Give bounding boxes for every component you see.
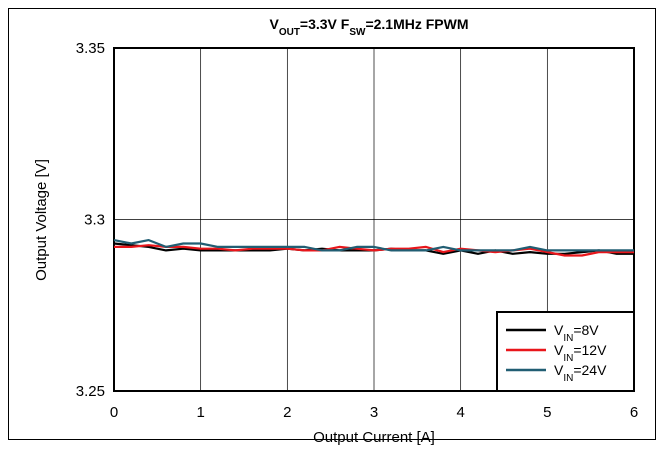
legend-label-sub: IN: [563, 333, 573, 344]
legend-label-1: VIN=12V: [554, 342, 607, 364]
y-tick-label: 3.25: [76, 383, 105, 400]
legend-label-2: VIN=24V: [554, 362, 607, 384]
x-tick-label: 0: [110, 404, 118, 421]
title-part: =2.1MHz FPWM: [365, 16, 468, 32]
series-line-2: [113, 239, 634, 252]
legend-label-sub: IN: [563, 353, 573, 364]
x-tick-label: 2: [283, 404, 291, 421]
legend-label-suffix: =24V: [573, 362, 607, 378]
y-axis-label: Output Voltage [V]: [33, 159, 50, 281]
legend-label-0: VIN=8V: [554, 322, 599, 344]
series-layer: [113, 239, 634, 257]
chart-frame: [8, 8, 656, 440]
x-axis-ticks: 0 1 2 3 4 5 6: [110, 404, 638, 421]
x-tick-label: 6: [630, 404, 638, 421]
legend-label-suffix: =8V: [573, 322, 599, 338]
title-part: OUT: [279, 27, 300, 38]
x-tick-label: 3: [370, 404, 378, 421]
x-tick-label: 1: [196, 404, 204, 421]
legend-label-suffix: =12V: [573, 342, 607, 358]
legend-label-base: V: [554, 322, 564, 338]
x-axis-label: Output Current [A]: [313, 429, 435, 446]
title-part: V: [269, 16, 279, 32]
legend-label-sub: IN: [563, 373, 573, 384]
chart-title: VOUT=3.3V FSW=2.1MHz FPWM: [269, 16, 468, 38]
y-axis-ticks: 3.25 3.3 3.35: [76, 40, 105, 400]
title-part: SW: [349, 27, 366, 38]
plot-area: [113, 47, 635, 392]
legend-label-base: V: [554, 362, 564, 378]
legend-label-base: V: [554, 342, 564, 358]
series-line-1: [114, 244, 634, 257]
title-part: =3.3V F: [300, 16, 350, 32]
y-tick-label: 3.35: [76, 40, 105, 57]
legend-box: [496, 311, 635, 392]
x-tick-label: 4: [456, 404, 464, 421]
x-tick-label: 5: [543, 404, 551, 421]
y-tick-label: 3.3: [84, 212, 105, 229]
